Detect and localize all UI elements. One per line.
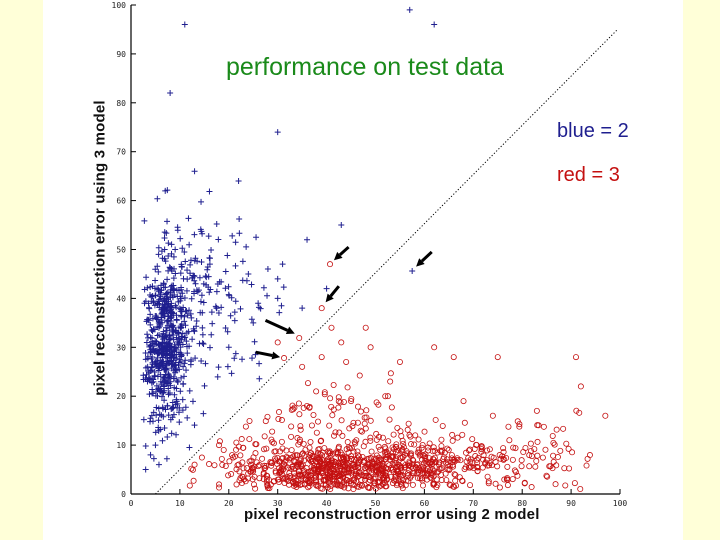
svg-text:0: 0 [121, 490, 126, 499]
blue-series-points [140, 6, 438, 473]
diagonal-reference-line [155, 29, 618, 495]
svg-text:30: 30 [273, 499, 283, 508]
annotation-arrows [255, 245, 433, 360]
svg-text:90: 90 [566, 499, 576, 508]
svg-text:20: 20 [116, 392, 126, 401]
legend-blue-label: blue = 2 [557, 120, 629, 142]
svg-text:60: 60 [116, 197, 126, 206]
svg-text:50: 50 [371, 499, 381, 508]
svg-text:60: 60 [420, 499, 430, 508]
svg-text:80: 80 [517, 499, 527, 508]
svg-text:70: 70 [116, 148, 126, 157]
x-axis-label: pixel reconstruction error using 2 model [244, 506, 540, 523]
plot-axes: 0 10 20 30 40 50 60 70 80 90 100 0 10 20 30 40 50 60 70 80 9… [112, 1, 628, 508]
y-axis-label: pixel reconstruction error using 3 model [91, 100, 109, 396]
red-series-points [186, 261, 609, 493]
svg-text:10: 10 [116, 441, 126, 450]
svg-text:0: 0 [129, 499, 134, 508]
legend-red-label: red = 3 [557, 164, 620, 186]
slide-panel [43, 0, 683, 540]
svg-text:50: 50 [116, 246, 126, 255]
svg-text:90: 90 [116, 50, 126, 59]
svg-text:40: 40 [116, 294, 126, 303]
svg-text:100: 100 [613, 499, 628, 508]
svg-text:100: 100 [112, 1, 127, 10]
chart-title: performance on test data [226, 53, 504, 81]
svg-text:20: 20 [224, 499, 234, 508]
svg-text:30: 30 [116, 343, 126, 352]
svg-text:40: 40 [322, 499, 332, 508]
svg-text:80: 80 [116, 99, 126, 108]
svg-text:10: 10 [175, 499, 185, 508]
svg-text:70: 70 [468, 499, 478, 508]
